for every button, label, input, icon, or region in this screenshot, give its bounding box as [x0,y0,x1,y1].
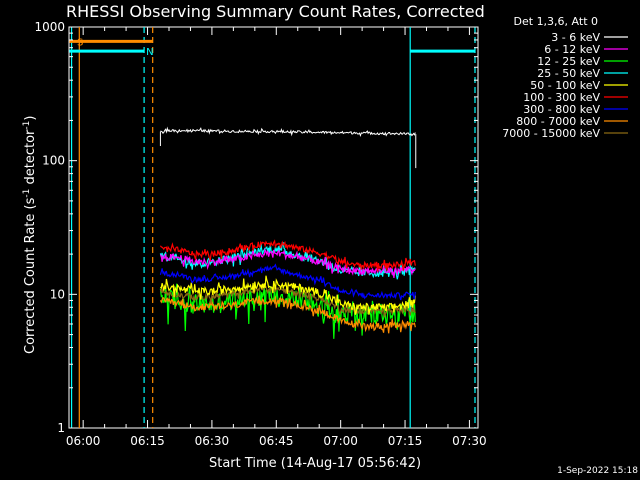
y-tick-label: 100 [42,154,65,168]
legend-label: 100 - 300 keV [523,91,600,104]
legend-label: 6 - 12 keV [544,43,600,56]
x-tick-label: 07:30 [452,434,487,448]
legend-label: 7000 - 15000 keV [502,127,600,140]
y-axis-label: Corrected Count Rate (s-1 detector-1) [22,116,38,354]
series-line [159,247,416,278]
series-line [159,263,416,301]
x-tick-label: 06:30 [195,434,230,448]
y-tick-label: 10 [50,287,65,301]
series-line [159,239,416,272]
series-line [160,126,416,137]
chart-title: RHESSI Observing Summary Count Rates, Co… [66,2,485,21]
legend-label: 3 - 6 keV [551,31,600,44]
y-axis-ticks: 1 10 100 1000 [34,20,478,435]
x-tick-label: 06:15 [130,434,165,448]
y-tick-label: 1 [57,421,65,435]
y-axis-label-sup-1: -1 [22,189,32,198]
x-tick-label: 07:00 [323,434,358,448]
legend-label: 300 - 800 keV [523,103,600,116]
y-axis-label-suffix: ) [23,116,38,121]
x-tick-label: 07:15 [388,434,423,448]
series-line [159,295,416,334]
x-axis-ticks: 06:00 06:15 06:30 06:45 07:00 07:15 07:30 [66,27,487,448]
legend-label: 50 - 100 keV [530,79,600,92]
flag-bar-label: N [146,47,153,58]
y-axis-label-prefix: Corrected Count Rate (s [23,197,38,354]
y-axis-label-mid: detector [23,129,38,189]
series-lines [159,126,417,339]
legend-header: Det 1,3,6, Att 0 [514,15,598,28]
footer-timestamp: 1-Sep-2022 15:18 [557,466,638,476]
legend-label: 800 - 7000 keV [516,115,600,128]
orbit-flags: SN [69,27,476,428]
x-tick-label: 06:45 [259,434,294,448]
plot-frame [68,26,479,429]
series-line [160,275,416,315]
x-axis-label: Start Time (14-Aug-17 05:56:42) [209,456,421,471]
x-tick-label: 06:00 [66,434,101,448]
y-axis-label-sup-2: -1 [22,121,32,130]
legend-label: 12 - 25 keV [537,55,600,68]
y-tick-label: 1000 [34,20,65,34]
flag-bar-label: S [77,37,83,48]
plot-border [68,26,479,429]
legend-label: 25 - 50 keV [537,67,600,80]
